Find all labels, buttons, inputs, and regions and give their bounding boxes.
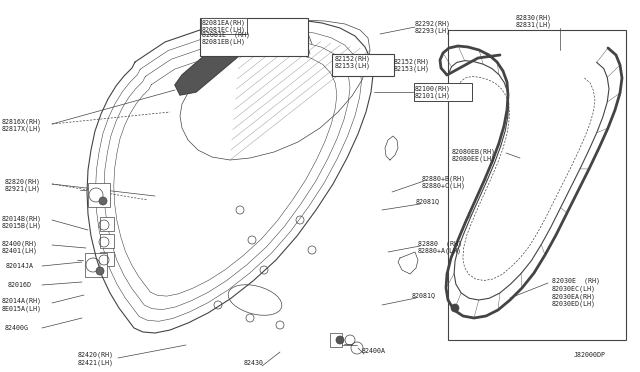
Text: 82820(RH)
82921(LH): 82820(RH) 82921(LH) bbox=[5, 178, 41, 192]
Circle shape bbox=[451, 304, 459, 312]
Circle shape bbox=[283, 29, 289, 35]
Circle shape bbox=[96, 267, 104, 275]
Text: 82081EA(RH)
82081EC(LH): 82081EA(RH) 82081EC(LH) bbox=[202, 19, 246, 33]
FancyBboxPatch shape bbox=[100, 217, 114, 231]
Text: 82100(RH)
82101(LH): 82100(RH) 82101(LH) bbox=[415, 85, 451, 99]
FancyBboxPatch shape bbox=[88, 183, 110, 207]
FancyBboxPatch shape bbox=[332, 54, 394, 76]
Text: 82430: 82430 bbox=[244, 360, 264, 366]
Text: 82016D: 82016D bbox=[8, 282, 32, 288]
FancyBboxPatch shape bbox=[200, 18, 308, 56]
Text: 82292(RH)
82293(LH): 82292(RH) 82293(LH) bbox=[415, 20, 451, 34]
Text: 82830(RH)
82831(LH): 82830(RH) 82831(LH) bbox=[516, 14, 552, 28]
Circle shape bbox=[99, 197, 107, 205]
Polygon shape bbox=[398, 252, 418, 274]
Text: 82081Q: 82081Q bbox=[412, 292, 436, 298]
Text: 82081Q: 82081Q bbox=[416, 198, 440, 204]
Text: 82152(RH)
82153(LH): 82152(RH) 82153(LH) bbox=[335, 55, 371, 69]
Text: 82880  (RH)
82880+A(LH): 82880 (RH) 82880+A(LH) bbox=[418, 240, 462, 254]
Text: 82014B(RH)
82015B(LH): 82014B(RH) 82015B(LH) bbox=[2, 215, 42, 229]
Text: 82420(RH)
82421(LH): 82420(RH) 82421(LH) bbox=[78, 352, 114, 366]
Circle shape bbox=[336, 336, 344, 344]
FancyBboxPatch shape bbox=[100, 234, 114, 248]
Text: J82000DP: J82000DP bbox=[574, 352, 606, 358]
Text: 82014A(RH)
8E015A(LH): 82014A(RH) 8E015A(LH) bbox=[2, 298, 42, 312]
Text: 82081E  (RH)
82081EB(LH): 82081E (RH) 82081EB(LH) bbox=[202, 31, 250, 45]
Text: 82080EB(RH)
82080EE(LH): 82080EB(RH) 82080EE(LH) bbox=[452, 148, 496, 162]
Text: 82014JA: 82014JA bbox=[6, 263, 34, 269]
Text: 82400(RH)
82401(LH): 82400(RH) 82401(LH) bbox=[2, 240, 38, 254]
Text: 82400G: 82400G bbox=[5, 325, 29, 331]
Text: 82880+B(RH)
82880+C(LH): 82880+B(RH) 82880+C(LH) bbox=[422, 175, 466, 189]
Polygon shape bbox=[175, 38, 245, 95]
Text: 82816X(RH)
82817X(LH): 82816X(RH) 82817X(LH) bbox=[2, 118, 42, 132]
FancyBboxPatch shape bbox=[330, 333, 342, 347]
FancyBboxPatch shape bbox=[414, 83, 472, 101]
FancyBboxPatch shape bbox=[100, 252, 114, 266]
Text: 82152(RH)
82153(LH): 82152(RH) 82153(LH) bbox=[394, 58, 430, 72]
Circle shape bbox=[278, 22, 285, 29]
Text: 82030E  (RH)
82030EC(LH)
82030EA(RH)
82030ED(LH): 82030E (RH) 82030EC(LH) 82030EA(RH) 8203… bbox=[552, 278, 600, 307]
Text: 82400A: 82400A bbox=[362, 348, 386, 354]
FancyBboxPatch shape bbox=[448, 30, 626, 340]
FancyBboxPatch shape bbox=[85, 253, 107, 277]
